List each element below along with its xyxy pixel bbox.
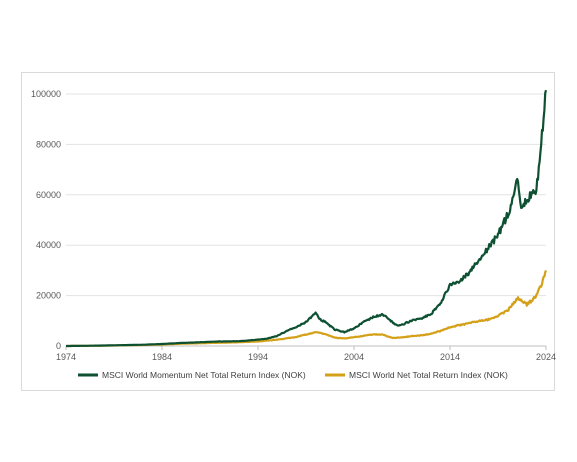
legend-item-momentum: MSCI World Momentum Net Total Return Ind… — [78, 370, 306, 380]
y-tick-label: 80000 — [36, 139, 61, 149]
legend-item-world: MSCI World Net Total Return Index (NOK) — [325, 370, 508, 380]
x-tick-label: 2014 — [440, 352, 460, 362]
legend: MSCI World Momentum Net Total Return Ind… — [78, 370, 508, 380]
legend-label: MSCI World Momentum Net Total Return Ind… — [102, 370, 306, 380]
gridlines — [66, 93, 546, 347]
legend-label: MSCI World Net Total Return Index (NOK) — [349, 370, 508, 380]
x-tick-label: 2004 — [344, 352, 364, 362]
axis-ticks: 0 20000 40000 60000 80000 100000 1974 1984 1994 2… — [31, 89, 556, 362]
momentum-index-line — [65, 89, 548, 348]
world-index-line — [65, 269, 548, 348]
series-lines — [65, 89, 548, 348]
chart-frame: 0 20000 40000 60000 80000 100000 1974 1984 1994 2… — [21, 72, 556, 391]
y-tick-label: 100000 — [31, 89, 61, 99]
y-tick-label: 40000 — [36, 240, 61, 250]
x-tick-label: 2024 — [536, 352, 556, 362]
x-tick-label: 1994 — [248, 352, 268, 362]
y-tick-label: 60000 — [36, 190, 61, 200]
y-tick-label: 0 — [56, 341, 61, 351]
y-tick-label: 20000 — [36, 291, 61, 301]
line-chart: 0 20000 40000 60000 80000 100000 1974 1984 1994 2… — [31, 89, 556, 380]
x-tick-label: 1974 — [56, 352, 76, 362]
x-tick-label: 1984 — [152, 352, 172, 362]
